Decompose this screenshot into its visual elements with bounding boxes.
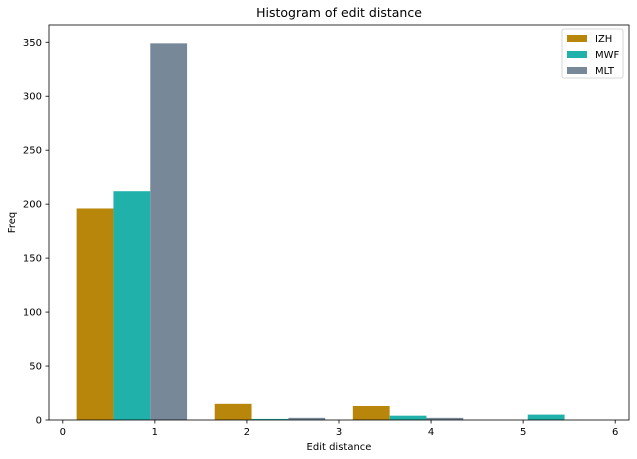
y-tick-label: 150 — [23, 254, 42, 265]
bar-izh-1 — [214, 403, 252, 420]
bar-mwf-0 — [113, 191, 151, 420]
x-tick-label: 6 — [612, 427, 618, 438]
x-tick-label: 2 — [244, 427, 250, 438]
bar-mwf-2 — [389, 415, 427, 420]
y-tick-label: 300 — [23, 92, 42, 103]
x-axis-label: Edit distance — [307, 442, 372, 453]
y-axis-label: Freq — [7, 212, 18, 233]
bars-group — [76, 43, 565, 421]
x-tick-label: 3 — [336, 427, 342, 438]
x-tick-label: 4 — [428, 427, 434, 438]
y-tick-label: 100 — [23, 308, 42, 319]
bar-mwf-3 — [527, 414, 565, 420]
bar-mlt-2 — [426, 417, 464, 420]
bar-izh-0 — [76, 208, 114, 420]
legend: IZH MWF MLT — [561, 28, 624, 79]
bar-mlt-1 — [288, 417, 326, 420]
axes-group: 0 1 2 3 4 5 6 0 50 100 150 200 250 300 350 — [23, 24, 630, 438]
x-tick-label: 1 — [152, 427, 158, 438]
legend-swatch-mlt — [567, 67, 587, 74]
legend-swatch-izh — [567, 35, 587, 42]
legend-label-mlt: MLT — [595, 66, 615, 77]
y-tick-label: 350 — [23, 38, 42, 49]
legend-label-mwf: MWF — [595, 50, 620, 61]
bar-mlt-0 — [150, 43, 188, 421]
bar-izh-2 — [352, 405, 390, 420]
x-tick-label: 0 — [60, 427, 66, 438]
legend-label-izh: IZH — [595, 34, 612, 45]
y-tick-label: 250 — [23, 146, 42, 157]
y-tick-label: 200 — [23, 200, 42, 211]
bar-mwf-1 — [251, 418, 289, 420]
legend-swatch-mwf — [567, 51, 587, 58]
chart-title: Histogram of edit distance — [256, 5, 422, 20]
x-tick-label: 5 — [520, 427, 526, 438]
y-tick-label: 0 — [36, 416, 42, 427]
y-tick-label: 50 — [29, 362, 42, 373]
